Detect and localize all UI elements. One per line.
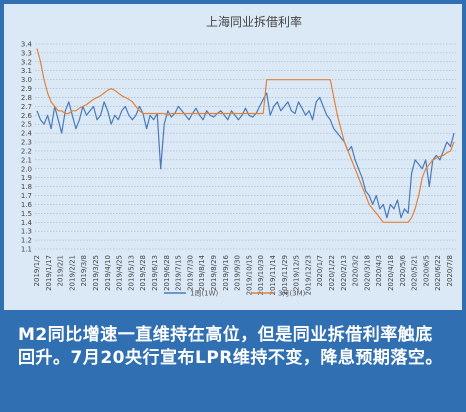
y-axis: 1.11.21.31.41.51.61.71.81.92.02.12.22.32… xyxy=(21,41,33,254)
y-tick-label: 2.8 xyxy=(21,94,32,102)
x-tick-label: 2019/2/21 xyxy=(68,255,76,291)
y-tick-label: 3.0 xyxy=(21,76,32,84)
y-tick-label: 1.2 xyxy=(21,237,32,245)
series-layer xyxy=(36,48,455,223)
y-tick-label: 3.4 xyxy=(21,41,33,49)
y-tick-label: 3.3 xyxy=(21,49,32,57)
y-tick-label: 2.2 xyxy=(21,147,32,155)
x-tick-label: 2020/7/8 xyxy=(446,255,454,286)
x-tick-label: 2019/2/1 xyxy=(57,255,65,286)
y-tick-label: 2.7 xyxy=(21,103,32,111)
y-tick-label: 3.1 xyxy=(21,67,32,75)
y-tick-label: 3.2 xyxy=(21,58,32,66)
y-tick-label: 1.8 xyxy=(21,183,32,191)
series-line-3m xyxy=(36,48,455,223)
y-tick-label: 1.7 xyxy=(21,192,32,200)
y-tick-label: 2.5 xyxy=(21,121,32,129)
y-tick-label: 2.6 xyxy=(21,112,33,120)
y-tick-label: 1.3 xyxy=(21,228,32,236)
legend-label: 1周(1W) xyxy=(190,290,219,298)
series-line-1w xyxy=(36,92,455,219)
x-tick-label: 2020/6/5 xyxy=(422,255,430,286)
y-tick-label: 2.9 xyxy=(21,85,32,93)
x-tick-label: 2019/10/15 xyxy=(245,255,253,295)
x-tick-label: 2019/10/30 xyxy=(257,255,265,295)
line-chart: 上海同业拆借利率 1.11.21.31.41.51.61.71.81.92.02… xyxy=(21,14,456,298)
y-tick-label: 2.3 xyxy=(21,139,32,147)
y-tick-label: 2.0 xyxy=(21,165,32,173)
y-tick-label: 2.4 xyxy=(21,130,33,138)
caption-text: M2同比增速一直维持在高位，但是同业拆借利率触底回升。7月20央行宣布LPR维持… xyxy=(18,325,443,368)
chart-panel: 上海同业拆借利率 1.1 1.2 1.3 1.4 1.5 1.6 1.7 1.8 1.9 2.0 2… xyxy=(4,4,462,310)
x-tick-label: 2020/3/18 xyxy=(363,255,371,291)
chart-title: 上海同业拆借利率 xyxy=(206,14,302,29)
x-tick-label: 2019/11/14 xyxy=(269,254,277,295)
x-tick-label: 2020/1/7 xyxy=(316,255,324,286)
x-tick-label: 2020/6/22 xyxy=(434,255,442,291)
y-tick-label: 2.1 xyxy=(21,156,32,164)
y-tick-label: 1.6 xyxy=(21,201,33,209)
y-tick-label: 1.4 xyxy=(21,219,33,227)
x-axis: 2019/1/2 2019/1/17 2019/2/1 2019/2/21 2019/3… xyxy=(33,254,454,295)
x-tick-label: 2020/3/2 xyxy=(352,255,360,286)
x-tick-label: 2020/5/21 xyxy=(411,255,419,291)
x-tick-label: 2019/5/13 xyxy=(127,255,135,291)
x-tick-label: 2019/1/2 xyxy=(33,255,41,286)
y-tick-label: 1.1 xyxy=(21,246,32,254)
x-tick-label: 2019/8/29 xyxy=(210,255,218,291)
x-tick-label: 2019/12/23 xyxy=(304,255,312,295)
x-tick-label: 2019/1/17 xyxy=(45,255,53,291)
x-tick-label: 2019/12/5 xyxy=(293,255,301,291)
x-tick-label: 2019/4/25 xyxy=(116,255,124,291)
x-tick-label: 2020/4/18 xyxy=(387,255,395,291)
x-tick-label: 2019/9/30 xyxy=(234,255,242,291)
x-tick-label: 2019/3/25 xyxy=(92,255,100,291)
grid-layer xyxy=(35,43,456,250)
x-tick-label: 2019/9/16 xyxy=(222,254,230,290)
x-tick-label: 2020/4/3 xyxy=(375,255,383,286)
x-tick-label: 2020/1/22 xyxy=(328,255,336,291)
x-tick-label: 2020/2/13 xyxy=(340,255,348,291)
x-tick-label: 2020/5/6 xyxy=(399,254,407,286)
y-tick-label: 1.5 xyxy=(21,210,32,218)
legend-label: 3月(3M) xyxy=(278,290,306,298)
legend: 1周(1W) 3月(3M) xyxy=(164,290,306,298)
x-tick-label: 2019/4/10 xyxy=(104,255,112,291)
x-tick-label: 2019/6/13 xyxy=(151,255,159,291)
x-tick-label: 2019/5/28 xyxy=(139,255,147,291)
x-tick-label: 2019/3/8 xyxy=(80,255,88,286)
x-tick-label: 2019/11/29 xyxy=(281,255,289,295)
x-tick-label: 2019/8/14 xyxy=(198,254,206,290)
x-tick-label: 2019/7/15 xyxy=(175,255,183,291)
y-tick-label: 1.9 xyxy=(21,174,32,182)
x-tick-label: 2019/6/28 xyxy=(163,255,171,291)
x-tick-label: 2019/7/30 xyxy=(186,255,194,291)
